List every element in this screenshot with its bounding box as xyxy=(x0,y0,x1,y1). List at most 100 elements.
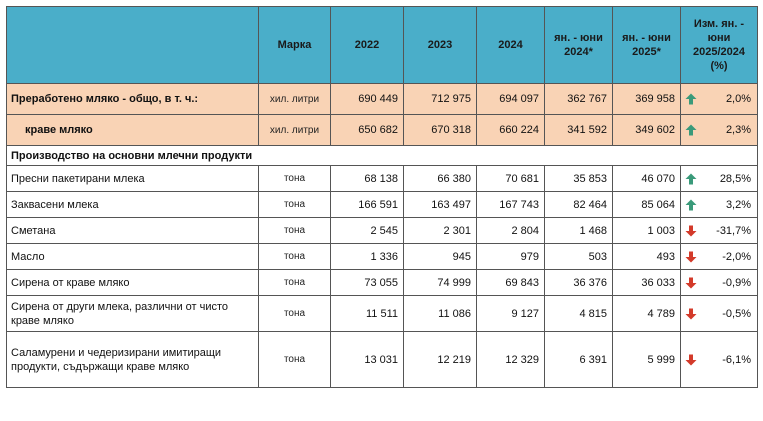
row-value: 66 380 xyxy=(403,165,477,192)
row-value: 690 449 xyxy=(330,83,404,115)
row-value: 73 055 xyxy=(330,269,404,296)
row-change: 28,5% xyxy=(698,165,759,192)
row-change: 2,3% xyxy=(698,114,759,146)
header-unit: Марка xyxy=(258,6,331,84)
section-row: Производство на основни млечни продукти xyxy=(5,145,759,166)
row-value: 9 127 xyxy=(476,295,545,332)
table-row: Сирена от краве мляко тона 73 055 74 999 69 … xyxy=(6,269,759,296)
header-2022: 2022 xyxy=(330,6,404,84)
row-value: 369 958 xyxy=(612,83,681,115)
row-change: 2,0% xyxy=(698,83,759,115)
trend-cell xyxy=(680,217,699,244)
row-value: 35 853 xyxy=(544,165,613,192)
row-change: -2,0% xyxy=(698,243,759,270)
row-unit: тона xyxy=(258,191,331,218)
row-value: 85 064 xyxy=(612,191,681,218)
arrow-up-icon xyxy=(685,199,697,211)
row-value: 1 336 xyxy=(330,243,404,270)
row-value: 82 464 xyxy=(544,191,613,218)
row-value: 11 086 xyxy=(403,295,477,332)
trend-cell xyxy=(680,295,699,332)
row-value: 4 815 xyxy=(544,295,613,332)
header-2023: 2023 xyxy=(403,6,477,84)
table-row: Саламурени и чедеризирани имитиращи прод… xyxy=(6,331,759,388)
header-jan-jun-2025: ян. - юни 2025* xyxy=(612,6,681,84)
table-row: Пресни пакетирани млека тона 68 138 66 380 7… xyxy=(6,165,759,192)
trend-cell xyxy=(680,269,699,296)
row-value: 70 681 xyxy=(476,165,545,192)
trend-cell xyxy=(680,165,699,192)
header-label-cell xyxy=(6,6,259,84)
row-unit: хил. литри xyxy=(258,83,331,115)
row-value: 4 789 xyxy=(612,295,681,332)
row-value: 945 xyxy=(403,243,477,270)
row-value: 12 329 xyxy=(476,331,545,388)
row-value: 712 975 xyxy=(403,83,477,115)
trend-cell xyxy=(680,191,699,218)
row-value: 6 391 xyxy=(544,331,613,388)
trend-cell xyxy=(680,114,699,146)
arrow-down-icon xyxy=(685,251,697,263)
arrow-up-icon xyxy=(685,124,697,136)
row-label: Преработено мляко - общо, в т. ч.: xyxy=(6,83,259,115)
row-value: 1 003 xyxy=(612,217,681,244)
arrow-down-icon xyxy=(685,308,697,320)
header-jan-jun-2024: ян. - юни 2024* xyxy=(544,6,613,84)
row-value: 660 224 xyxy=(476,114,545,146)
row-unit: хил. литри xyxy=(258,114,331,146)
table-row: Заквасени млека тона 166 591 163 497 167 743… xyxy=(6,191,759,218)
row-label: Сметана xyxy=(6,217,259,244)
row-value: 163 497 xyxy=(403,191,477,218)
arrow-down-icon xyxy=(685,354,697,366)
row-value: 670 318 xyxy=(403,114,477,146)
trend-cell xyxy=(680,331,699,388)
row-value: 13 031 xyxy=(330,331,404,388)
row-value: 12 219 xyxy=(403,331,477,388)
row-unit: тона xyxy=(258,243,331,270)
row-value: 68 138 xyxy=(330,165,404,192)
row-label: Сирена от други млека, различни от чисто… xyxy=(6,295,259,332)
row-unit: тона xyxy=(258,269,331,296)
row-label: Масло xyxy=(6,243,259,270)
table-row: Масло тона 1 336 945 979 503 493 -2,0% xyxy=(6,243,759,270)
row-label: Пресни пакетирани млека xyxy=(6,165,259,192)
row-value: 5 999 xyxy=(612,331,681,388)
arrow-up-icon xyxy=(685,173,697,185)
row-value: 167 743 xyxy=(476,191,545,218)
section-title: Производство на основни млечни продукти xyxy=(5,145,759,166)
header-change: Изм. ян. - юни 2025/2024 (%) xyxy=(679,6,759,84)
row-label: краве мляко xyxy=(6,114,259,146)
trend-cell xyxy=(680,83,699,115)
row-label: Заквасени млека xyxy=(6,191,259,218)
row-value: 74 999 xyxy=(403,269,477,296)
row-value: 2 545 xyxy=(330,217,404,244)
row-value: 69 843 xyxy=(476,269,545,296)
table-row: Преработено мляко - общо, в т. ч.: хил. л… xyxy=(6,83,759,115)
row-value: 36 376 xyxy=(544,269,613,296)
arrow-up-icon xyxy=(685,93,697,105)
header-row: Марка 2022 2023 2024 ян. - юни 2024* ян.… xyxy=(6,6,759,84)
row-value: 503 xyxy=(544,243,613,270)
row-value: 694 097 xyxy=(476,83,545,115)
row-unit: тона xyxy=(258,331,331,388)
row-unit: тона xyxy=(258,295,331,332)
row-unit: тона xyxy=(258,217,331,244)
row-value: 1 468 xyxy=(544,217,613,244)
row-label: Саламурени и чедеризирани имитиращи прод… xyxy=(6,331,259,388)
row-change: -6,1% xyxy=(698,331,759,388)
table-row: Сирена от други млека, различни от чисто… xyxy=(6,295,759,332)
row-value: 493 xyxy=(612,243,681,270)
table-row: краве мляко хил. литри 650 682 670 318 660 2… xyxy=(6,114,759,146)
row-value: 46 070 xyxy=(612,165,681,192)
header-2024: 2024 xyxy=(476,6,545,84)
row-value: 650 682 xyxy=(330,114,404,146)
row-value: 2 301 xyxy=(403,217,477,244)
trend-cell xyxy=(680,243,699,270)
row-value: 979 xyxy=(476,243,545,270)
row-change: -31,7% xyxy=(698,217,759,244)
dairy-production-table: Марка 2022 2023 2024 ян. - юни 2024* ян.… xyxy=(5,6,759,388)
row-label: Сирена от краве мляко xyxy=(6,269,259,296)
row-value: 349 602 xyxy=(612,114,681,146)
row-value: 2 804 xyxy=(476,217,545,244)
